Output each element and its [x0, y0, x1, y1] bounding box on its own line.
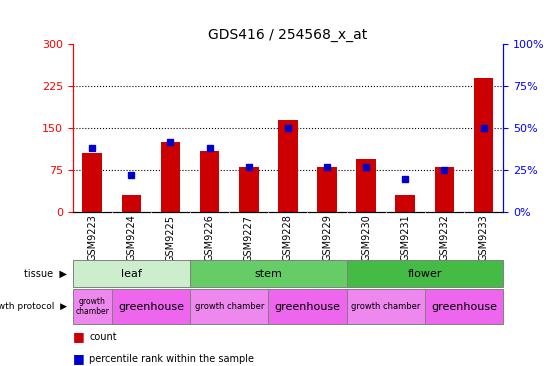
Text: GSM9224: GSM9224 [126, 214, 136, 261]
Text: GSM9232: GSM9232 [439, 214, 449, 261]
Text: growth chamber: growth chamber [351, 302, 420, 311]
Bar [278, 120, 298, 212]
Text: leaf: leaf [121, 269, 142, 279]
Text: GSM9230: GSM9230 [361, 214, 371, 261]
Bar [161, 142, 180, 212]
Bar [318, 167, 337, 212]
Bar [474, 78, 494, 212]
Bar [347, 289, 425, 324]
Text: greenhouse: greenhouse [431, 302, 497, 311]
Text: GSM9229: GSM9229 [322, 214, 332, 261]
Text: percentile rank within the sample: percentile rank within the sample [89, 354, 254, 364]
Bar [83, 153, 102, 212]
Text: GSM9225: GSM9225 [165, 214, 176, 262]
Bar [73, 289, 112, 324]
Bar [435, 167, 454, 212]
Bar [239, 167, 258, 212]
Bar [425, 289, 503, 324]
Bar [268, 289, 347, 324]
Text: GSM9226: GSM9226 [205, 214, 215, 261]
Text: growth protocol  ▶: growth protocol ▶ [0, 302, 67, 311]
Text: ■: ■ [73, 352, 84, 365]
Text: growth
chamber: growth chamber [75, 297, 109, 316]
Text: ■: ■ [73, 330, 84, 343]
Text: tissue  ▶: tissue ▶ [24, 269, 67, 279]
Text: GSM9223: GSM9223 [87, 214, 97, 261]
Bar [112, 289, 190, 324]
Bar [73, 260, 190, 287]
Bar [357, 159, 376, 212]
Text: GSM9228: GSM9228 [283, 214, 293, 261]
Bar [347, 260, 503, 287]
Bar [396, 195, 415, 212]
Bar [190, 260, 347, 287]
Title: GDS416 / 254568_x_at: GDS416 / 254568_x_at [209, 27, 367, 41]
Bar [190, 289, 268, 324]
Text: count: count [89, 332, 117, 342]
Text: greenhouse: greenhouse [118, 302, 184, 311]
Text: flower: flower [408, 269, 442, 279]
Bar [200, 150, 219, 212]
Text: greenhouse: greenhouse [274, 302, 340, 311]
Text: stem: stem [254, 269, 282, 279]
Text: GSM9233: GSM9233 [479, 214, 489, 261]
Text: growth chamber: growth chamber [195, 302, 264, 311]
Bar [122, 195, 141, 212]
Text: GSM9231: GSM9231 [400, 214, 410, 261]
Text: GSM9227: GSM9227 [244, 214, 254, 262]
